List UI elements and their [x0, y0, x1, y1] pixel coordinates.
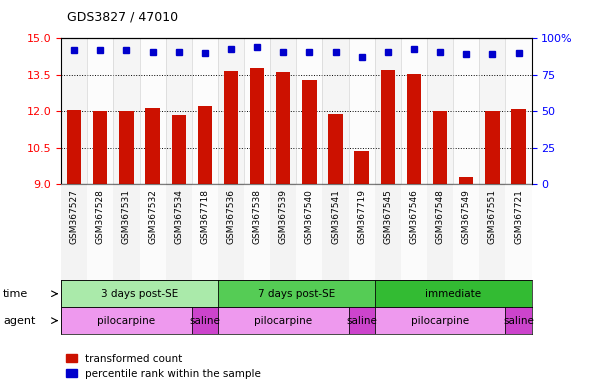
Text: GSM367539: GSM367539 — [279, 189, 288, 244]
Bar — [349, 307, 375, 334]
Text: GSM367719: GSM367719 — [357, 189, 366, 244]
Bar — [270, 184, 296, 280]
Bar — [511, 109, 525, 184]
Bar — [323, 184, 349, 280]
Bar — [485, 111, 500, 184]
Text: 3 days post-SE: 3 days post-SE — [101, 289, 178, 299]
Bar — [166, 184, 192, 280]
Bar — [224, 71, 238, 184]
Bar — [381, 70, 395, 184]
Bar — [250, 68, 265, 184]
Bar — [61, 280, 218, 307]
Bar — [198, 106, 212, 184]
Bar — [192, 184, 218, 280]
Bar — [433, 111, 447, 184]
Text: 7 days post-SE: 7 days post-SE — [258, 289, 335, 299]
Bar — [145, 108, 159, 184]
Text: pilocarpine: pilocarpine — [254, 316, 312, 326]
Text: GSM367541: GSM367541 — [331, 189, 340, 244]
Bar — [93, 111, 108, 184]
Text: immediate: immediate — [425, 289, 481, 299]
Bar — [119, 111, 134, 184]
Text: GSM367721: GSM367721 — [514, 189, 523, 244]
Bar — [375, 38, 401, 184]
Text: GSM367538: GSM367538 — [252, 189, 262, 244]
Bar — [505, 184, 532, 280]
Bar — [114, 184, 139, 280]
Bar — [479, 38, 505, 184]
Bar — [453, 38, 479, 184]
Bar — [270, 38, 296, 184]
Text: GDS3827 / 47010: GDS3827 / 47010 — [67, 10, 178, 23]
Bar — [296, 38, 323, 184]
Bar — [505, 307, 532, 334]
Bar — [172, 115, 186, 184]
Bar — [323, 38, 349, 184]
Text: GSM367536: GSM367536 — [227, 189, 235, 244]
Bar — [349, 184, 375, 280]
Bar — [296, 184, 323, 280]
Bar — [427, 38, 453, 184]
Bar — [61, 307, 192, 334]
Bar — [375, 184, 401, 280]
Text: GSM367545: GSM367545 — [383, 189, 392, 244]
Text: pilocarpine: pilocarpine — [97, 316, 156, 326]
Bar — [302, 80, 316, 184]
Bar — [61, 38, 87, 184]
Text: GSM367531: GSM367531 — [122, 189, 131, 244]
Text: saline: saline — [189, 316, 221, 326]
Bar — [218, 307, 349, 334]
Bar — [453, 184, 479, 280]
Text: GSM367548: GSM367548 — [436, 189, 445, 244]
Bar — [67, 110, 81, 184]
Bar — [61, 184, 87, 280]
Text: GSM367528: GSM367528 — [96, 189, 105, 244]
Bar — [401, 184, 427, 280]
Text: agent: agent — [3, 316, 35, 326]
Text: GSM367718: GSM367718 — [200, 189, 210, 244]
Bar — [87, 38, 114, 184]
Text: GSM367551: GSM367551 — [488, 189, 497, 244]
Bar — [407, 74, 421, 184]
Text: saline: saline — [346, 316, 377, 326]
Bar — [505, 38, 532, 184]
Bar — [459, 177, 474, 184]
Bar — [401, 38, 427, 184]
Text: GSM367549: GSM367549 — [462, 189, 470, 244]
Bar — [244, 184, 270, 280]
Bar — [354, 152, 369, 184]
Bar — [139, 184, 166, 280]
Text: GSM367532: GSM367532 — [148, 189, 157, 244]
Text: GSM367534: GSM367534 — [174, 189, 183, 244]
Bar — [479, 184, 505, 280]
Bar — [218, 280, 375, 307]
Bar — [276, 73, 290, 184]
Text: GSM367546: GSM367546 — [409, 189, 419, 244]
Legend: transformed count, percentile rank within the sample: transformed count, percentile rank withi… — [67, 354, 261, 379]
Bar — [375, 307, 505, 334]
Bar — [218, 184, 244, 280]
Bar — [192, 38, 218, 184]
Text: GSM367527: GSM367527 — [70, 189, 79, 244]
Bar — [328, 114, 343, 184]
Text: pilocarpine: pilocarpine — [411, 316, 469, 326]
Bar — [192, 307, 218, 334]
Bar — [114, 38, 139, 184]
Bar — [87, 184, 114, 280]
Bar — [375, 280, 532, 307]
Bar — [218, 38, 244, 184]
Text: saline: saline — [503, 316, 534, 326]
Bar — [427, 184, 453, 280]
Bar — [244, 38, 270, 184]
Text: time: time — [3, 289, 28, 299]
Bar — [139, 38, 166, 184]
Bar — [349, 38, 375, 184]
Bar — [166, 38, 192, 184]
Text: GSM367540: GSM367540 — [305, 189, 314, 244]
